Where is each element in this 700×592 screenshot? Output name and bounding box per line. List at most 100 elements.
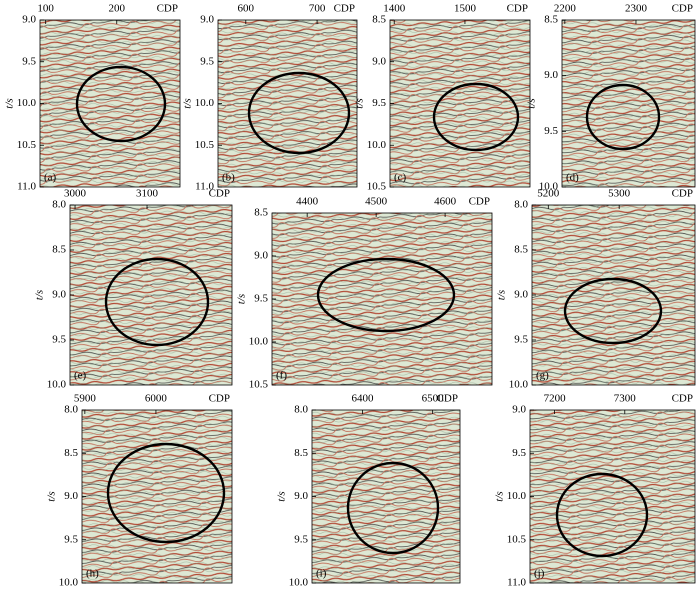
x-axis-label: CDP [209,393,230,405]
highlight-ellipse [555,472,649,558]
y-axis-label: t/s [494,491,506,501]
y-tick-label: 10.0 [195,97,215,109]
y-tick-label: 9.0 [372,55,386,67]
x-tick-label: 6000 [145,393,168,405]
panel: 4400 4500 4600 8.5 9.0 9.5 10.0 10.5 CDP t/s (f) [236,196,493,391]
x-tick-label: 6400 [352,393,375,405]
y-tick-label: 10.5 [367,181,387,193]
y-tick-label: 10.5 [507,533,527,545]
y-tick-label: 9.5 [512,447,526,459]
x-tick-label: 600 [238,3,255,15]
y-tick-label: 8.5 [64,447,78,459]
highlight-ellipse [316,257,456,333]
highlight-ellipse [346,461,440,555]
y-tick-label: 9.0 [294,490,308,502]
seismic-texture [390,20,530,187]
x-tick-label: 5300 [608,188,631,200]
x-tick-label: 2200 [554,3,577,15]
x-tick-label: 2300 [625,3,648,15]
x-axis-label: CDP [507,3,528,15]
highlight-ellipse [563,277,663,345]
y-tick-label: 8.5 [544,14,558,26]
y-tick-label: 9.5 [254,293,268,305]
y-tick-label: 10.0 [59,577,79,589]
x-axis-label: CDP [334,3,355,15]
x-tick-label: 3100 [136,188,159,200]
y-tick-label: 9.5 [514,334,528,346]
seismic-texture [272,213,492,385]
seismic-texture [70,205,232,385]
panel: 5200 5300 8.0 8.5 9.0 9.5 10.0 CDP t/s (g) [496,188,696,391]
x-tick-label: 100 [37,3,54,15]
y-tick-label: 8.0 [64,404,78,416]
y-tick-label: 9.0 [200,14,214,26]
y-tick-label: 10.5 [249,379,269,391]
panel-label: (g) [536,370,549,382]
y-tick-label: 10.0 [509,379,529,391]
seismic-texture [218,20,357,187]
x-tick-label: 7200 [544,393,567,405]
panel-label: (d) [566,172,579,184]
y-tick-label: 9.0 [514,289,528,301]
y-tick-label: 9.5 [52,334,66,346]
y-axis-label: t/s [496,290,508,300]
x-axis-label: CDP [469,196,490,208]
seismic-texture [530,410,695,583]
x-tick-label: 6500 [422,393,445,405]
panel-label: (h) [86,568,99,580]
y-axis-label: t/s [236,294,248,304]
y-tick-label: 8.5 [294,447,308,459]
y-tick-label: 9.5 [544,125,558,137]
y-tick-label: 8.0 [514,199,528,211]
panel-label: (c) [394,172,407,184]
x-axis-label: CDP [437,393,458,405]
y-axis-label: t/s [276,491,288,501]
highlight-ellipse [247,71,351,155]
plot-frame [561,19,696,188]
y-tick-label: 8.5 [514,244,528,256]
y-tick-label: 9.5 [64,533,78,545]
y-tick-label: 11.0 [507,577,526,589]
y-tick-label: 8.5 [254,207,268,219]
y-tick-label: 8.5 [52,244,66,256]
highlight-ellipse [106,442,226,544]
panel: 2200 2300 8.5 9.0 9.5 10.0 CDP t/s (d) [526,3,696,193]
panel: 7200 7300 9.0 9.5 10.0 10.5 11.0 CDP t/s (j) [494,393,696,589]
y-tick-label: 9.5 [294,533,308,545]
y-tick-label: 9.0 [52,289,66,301]
y-tick-label: 10.0 [507,490,527,502]
x-tick-label: 4400 [296,196,319,208]
x-tick-label: 7300 [614,393,637,405]
panel: 100 200 9.0 9.5 10.0 10.5 11.0 CDP t/s (a) [4,3,181,193]
y-tick-label: 10.0 [17,97,37,109]
panel: 3000 3100 8.0 8.5 9.0 9.5 10.0 CDP t/s (e) [34,188,233,391]
x-tick-label: 3000 [64,188,87,200]
y-tick-label: 10.0 [539,181,559,193]
y-axis-label: t/s [354,98,366,108]
y-tick-label: 10.0 [289,577,309,589]
seismic-texture [532,205,695,385]
y-tick-label: 8.0 [52,199,66,211]
x-tick-label: 700 [309,3,326,15]
y-axis-label: t/s [46,491,58,501]
x-tick-label: 5200 [537,188,560,200]
y-tick-label: 9.5 [372,97,386,109]
panel: 5900 6000 8.0 8.5 9.0 9.5 10.0 CDP t/s (h) [46,393,233,589]
panel: 6400 6500 8.0 8.5 9.0 9.5 10.0 CDP t/s (i) [276,393,461,589]
x-axis-label: CDP [672,188,693,200]
panel-label: (i) [316,568,327,580]
y-tick-label: 9.0 [512,404,526,416]
highlight-ellipse [585,83,661,151]
seismic-texture [312,410,460,583]
y-tick-label: 9.5 [22,55,36,67]
y-tick-label: 10.0 [249,336,269,348]
y-tick-label: 10.0 [367,139,387,151]
y-tick-label: 9.0 [254,250,268,262]
x-axis-label: CDP [209,188,230,200]
panel-label: (a) [44,172,57,184]
y-axis-label: t/s [182,98,194,108]
y-tick-label: 10.5 [17,139,37,151]
y-tick-label: 10.0 [47,379,67,391]
x-tick-label: 5900 [74,393,97,405]
